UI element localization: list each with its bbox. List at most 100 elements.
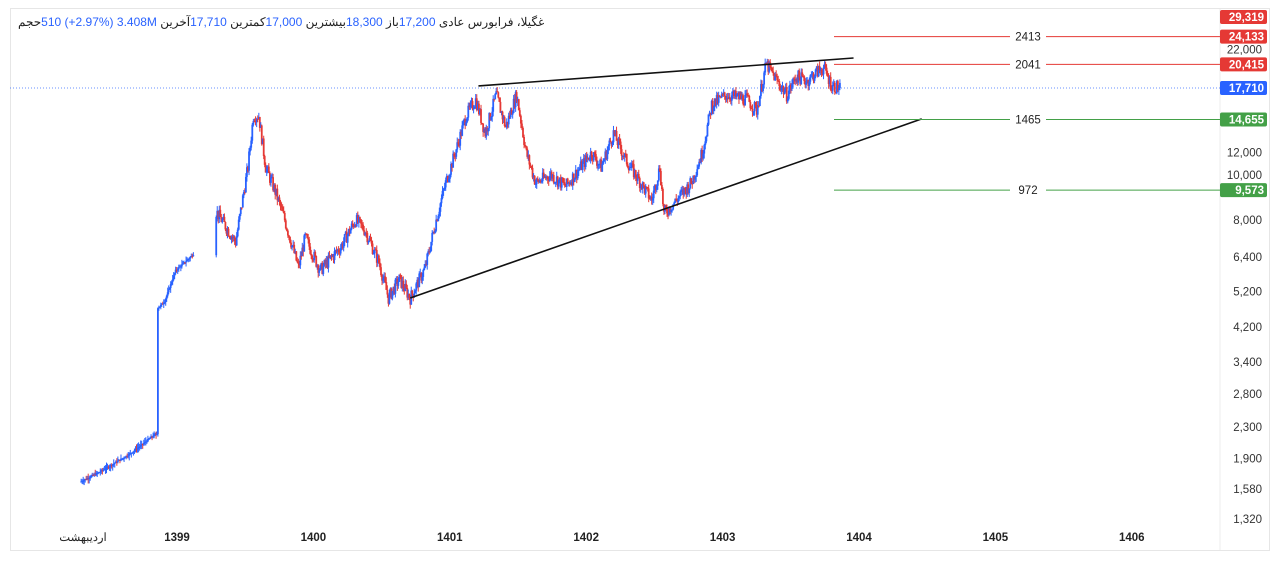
candle (225, 228, 228, 237)
candle (152, 432, 155, 439)
candle-body (173, 273, 176, 276)
candle (130, 452, 133, 458)
candle-body (157, 308, 159, 435)
candle-body (797, 70, 800, 83)
candle-body (815, 66, 818, 70)
candle-body (565, 178, 568, 187)
candle (784, 83, 787, 93)
candle-body (716, 95, 719, 103)
candle-body (192, 255, 195, 257)
candle (440, 194, 443, 207)
candle-body (633, 170, 636, 178)
candle (151, 435, 153, 441)
candle (796, 74, 799, 86)
candle (459, 129, 462, 151)
candle (762, 83, 764, 94)
candle-body (331, 255, 334, 257)
candle-body (714, 98, 717, 106)
candle (728, 93, 731, 103)
candle (707, 114, 710, 127)
candle-body (428, 251, 431, 253)
candle-body (711, 100, 714, 111)
candle-body (643, 185, 646, 194)
candle-body (184, 262, 186, 264)
candle (733, 89, 736, 100)
candle (580, 159, 583, 171)
candle-body (704, 141, 707, 146)
candle-body (266, 166, 269, 169)
candle-body (699, 161, 702, 163)
candle (274, 183, 277, 200)
candle-body (361, 223, 363, 225)
candle-body (765, 62, 768, 64)
candle-body (385, 282, 388, 290)
candle-body (618, 138, 621, 142)
candle (549, 168, 552, 181)
candle (808, 77, 811, 91)
candle-body (568, 182, 571, 185)
candle (431, 230, 434, 246)
candle (136, 443, 139, 453)
candle-body (308, 239, 311, 247)
candle-body (425, 264, 428, 266)
candle (764, 58, 767, 76)
candle (535, 177, 538, 189)
candle-body (370, 240, 373, 244)
candle (147, 435, 149, 443)
candle-body (587, 157, 590, 160)
candle-body (469, 102, 472, 108)
candle (584, 152, 587, 170)
candle-body (787, 90, 790, 99)
candle (575, 169, 578, 184)
candle-body (736, 94, 738, 97)
candle-body (518, 110, 521, 116)
candle (295, 250, 298, 262)
candle (467, 102, 470, 121)
candle (564, 183, 567, 187)
level-line-label: 1465 (1015, 114, 1041, 126)
candle-body (231, 236, 234, 238)
candle (671, 209, 674, 213)
candle-body (635, 177, 638, 181)
candle-body (462, 121, 465, 126)
candle (628, 162, 631, 171)
candle-body (554, 182, 557, 184)
candle (435, 214, 438, 233)
candle-body (468, 105, 471, 108)
candle-body (605, 151, 608, 160)
candle (741, 91, 743, 102)
candle-body (97, 472, 100, 474)
candle (757, 101, 760, 108)
candle-body (833, 82, 836, 92)
candle (125, 455, 128, 460)
candle-body (480, 109, 482, 123)
candle (675, 194, 678, 202)
candle-body (220, 216, 223, 223)
candle-body (561, 177, 564, 183)
candle-body (305, 233, 308, 235)
candle-body (609, 140, 612, 142)
candle (275, 188, 278, 197)
candle-body (323, 260, 326, 266)
candle (773, 73, 776, 81)
candle (601, 160, 604, 172)
candle (803, 75, 806, 85)
candle (665, 204, 667, 211)
candle (493, 98, 496, 102)
candle (739, 91, 741, 100)
candle-body (447, 178, 450, 182)
candle (426, 252, 429, 270)
candle (539, 179, 542, 184)
candle-body (607, 145, 610, 151)
candle (90, 474, 93, 479)
candle-body (460, 131, 463, 136)
candle (186, 257, 189, 262)
candle-body (366, 232, 369, 243)
candle (545, 175, 548, 181)
candle-body (779, 86, 782, 91)
candle (726, 92, 729, 104)
candle (518, 107, 521, 118)
candle (393, 283, 396, 295)
level-tag-text: 29,319 (1229, 12, 1264, 24)
